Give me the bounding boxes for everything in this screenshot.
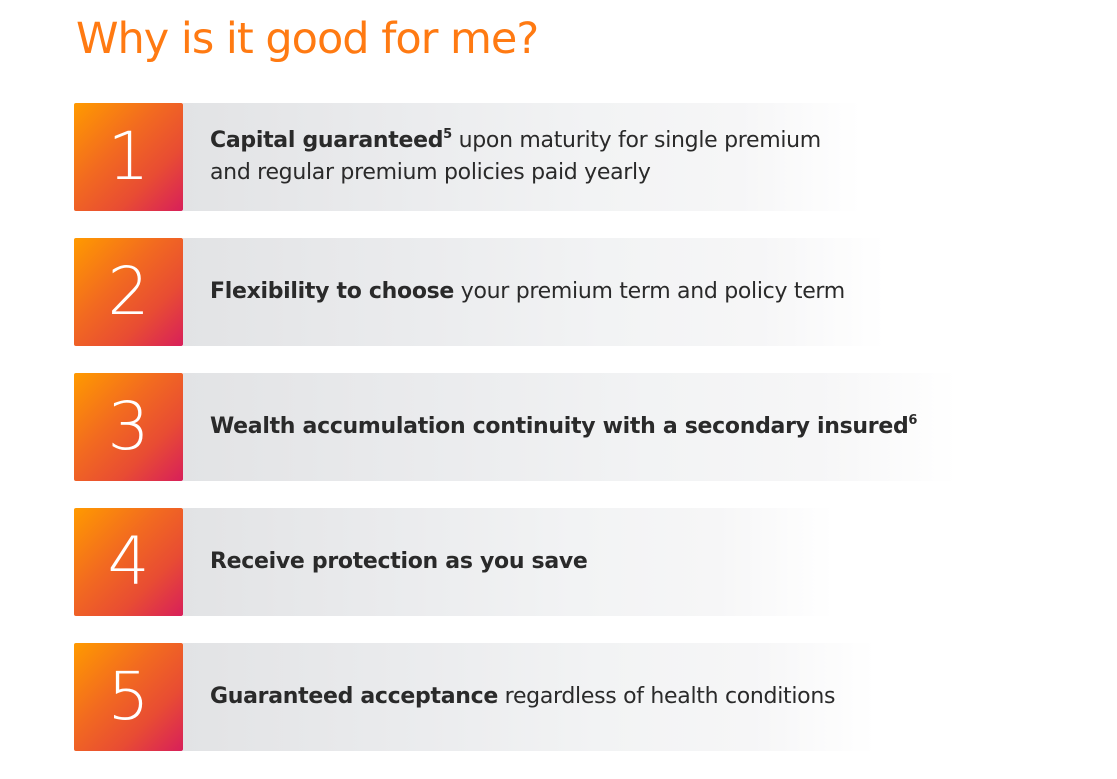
benefit-highlight: Flexibility to choose xyxy=(210,279,455,304)
benefit-text: Receive protection as you save xyxy=(210,546,588,578)
benefit-text-band: Wealth accumulation continuity with a se… xyxy=(183,373,958,481)
benefit-highlight: Receive protection as you save xyxy=(210,549,588,574)
benefit-description-line2: and regular premium policies paid yearly xyxy=(210,160,651,185)
benefit-highlight: Wealth accumulation continuity with a se… xyxy=(210,414,909,439)
benefit-text: Capital guaranteed5 upon maturity for si… xyxy=(210,125,821,189)
benefit-text: Guaranteed acceptance regardless of heal… xyxy=(210,681,835,713)
benefit-item-4: 4 Receive protection as you save xyxy=(74,508,834,616)
benefit-item-1: 1 Capital guaranteed5 upon maturity for … xyxy=(74,103,861,211)
benefit-text-band: Receive protection as you save xyxy=(183,508,834,616)
benefit-text-band: Capital guaranteed5 upon maturity for si… xyxy=(183,103,861,211)
benefit-description: upon maturity for single premium xyxy=(451,128,822,153)
footnote-ref: 5 xyxy=(443,127,452,142)
benefit-item-5: 5 Guaranteed acceptance regardless of he… xyxy=(74,643,876,751)
benefit-text-band: Flexibility to choose your premium term … xyxy=(183,238,885,346)
number-badge: 4 xyxy=(74,508,183,616)
number-badge: 3 xyxy=(74,373,183,481)
benefits-list: 1 Capital guaranteed5 upon maturity for … xyxy=(74,103,958,778)
number-badge: 1 xyxy=(74,103,183,211)
page-title: Why is it good for me? xyxy=(76,14,539,64)
benefit-text: Wealth accumulation continuity with a se… xyxy=(210,411,917,443)
benefit-item-3: 3 Wealth accumulation continuity with a … xyxy=(74,373,958,481)
benefit-text-band: Guaranteed acceptance regardless of heal… xyxy=(183,643,876,751)
benefit-item-2: 2 Flexibility to choose your premium ter… xyxy=(74,238,885,346)
benefit-highlight: Guaranteed acceptance xyxy=(210,684,498,709)
benefit-highlight: Capital guaranteed xyxy=(210,128,444,153)
benefit-text: Flexibility to choose your premium term … xyxy=(210,276,845,308)
benefit-description: your premium term and policy term xyxy=(454,279,845,304)
benefit-description: regardless of health conditions xyxy=(497,684,836,709)
footnote-ref: 6 xyxy=(908,413,918,428)
number-badge: 2 xyxy=(74,238,183,346)
number-badge: 5 xyxy=(74,643,183,751)
